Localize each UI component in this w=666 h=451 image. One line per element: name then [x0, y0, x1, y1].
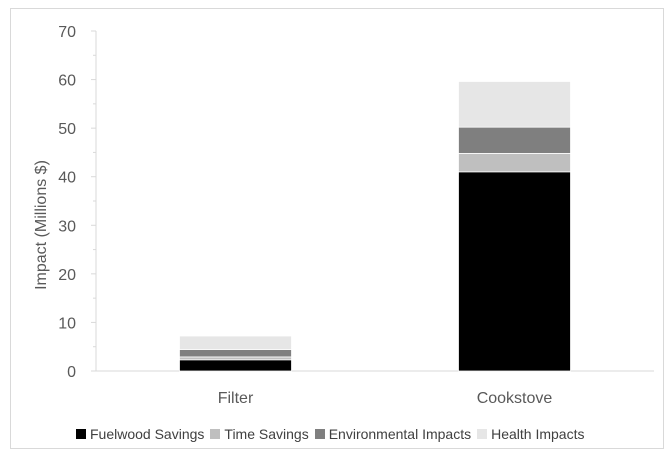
chart-frame — [10, 8, 664, 449]
y-tick-label: 40 — [58, 170, 76, 187]
y-tick-label: 20 — [58, 267, 76, 284]
bar-segment — [458, 81, 571, 128]
legend: Fuelwood Savings Time Savings Environmenta… — [76, 425, 584, 443]
y-tick-label: 70 — [58, 24, 76, 41]
bar-segment — [179, 349, 292, 358]
plot-area: 0 10 20 30 40 50 60 70 Filter Cookstove — [58, 24, 654, 407]
legend-swatch — [477, 429, 488, 439]
legend-item: Fuelwood Savings — [76, 426, 204, 442]
legend-label: Health Impacts — [491, 426, 585, 442]
stacked-bar-chart: 0 10 20 30 40 50 60 70 Filter Cookstove Impact (M… — [33, 24, 654, 407]
legend-swatch — [76, 429, 86, 439]
bar-segment — [179, 359, 292, 372]
legend-swatch — [210, 429, 221, 439]
bar-segment — [458, 171, 571, 372]
y-tick-label: 30 — [58, 218, 76, 235]
x-category-label: Filter — [218, 390, 254, 407]
y-tick-label: 50 — [58, 121, 76, 138]
legend-label: Time Savings — [224, 426, 309, 442]
legend-item: Time Savings — [210, 426, 309, 442]
legend-swatch — [314, 429, 325, 439]
x-category-label: Cookstove — [477, 390, 553, 407]
bar-segment — [458, 153, 571, 173]
bar-segment — [179, 356, 292, 361]
y-tick-label: 10 — [58, 315, 76, 332]
legend-label: Environmental Impacts — [328, 426, 472, 442]
y-tick-label: 60 — [58, 73, 76, 90]
y-axis-title: Impact (Millions $) — [33, 160, 50, 290]
legend-label: Fuelwood Savings — [90, 426, 205, 442]
bar-segment — [458, 126, 571, 154]
y-tick-label: 0 — [67, 364, 76, 381]
bar-segment — [179, 335, 292, 351]
legend-item: Environmental Impacts — [314, 426, 472, 442]
legend-item: Health Impacts — [477, 426, 584, 442]
